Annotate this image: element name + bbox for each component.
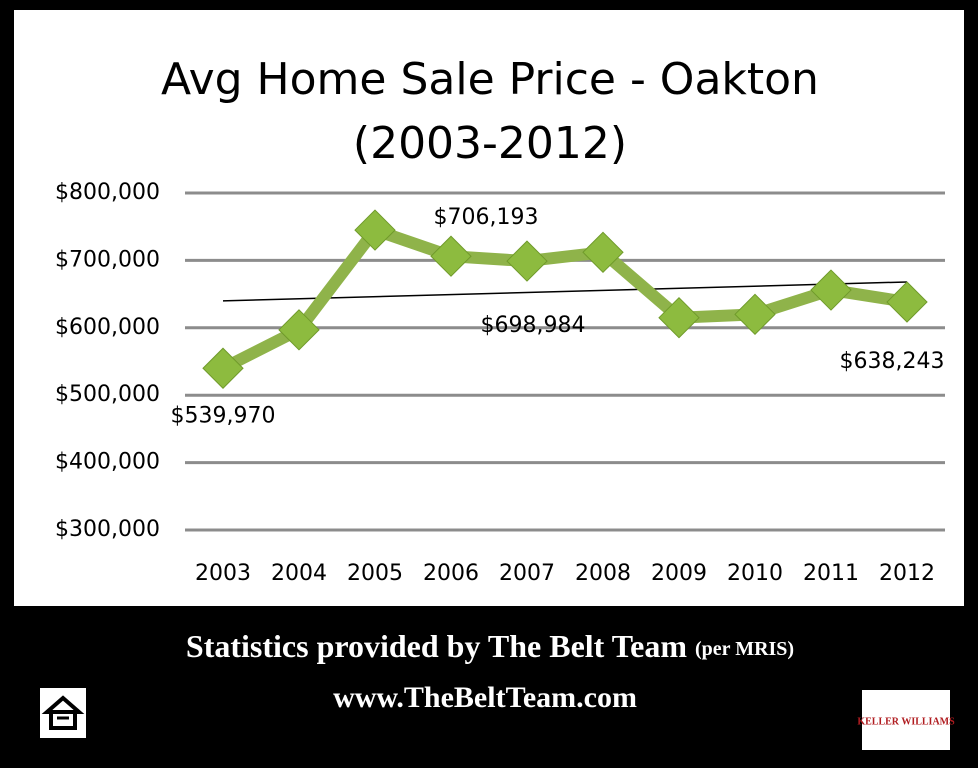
y-tick-label: $600,000 bbox=[55, 315, 160, 340]
value-label: $539,970 bbox=[171, 403, 276, 428]
marker bbox=[278, 309, 320, 351]
value-label: $638,243 bbox=[840, 349, 945, 374]
y-tick-label: $500,000 bbox=[55, 382, 160, 407]
kw-logo-text: KELLER WILLIAMS bbox=[857, 716, 955, 727]
x-tick-label: 2004 bbox=[271, 561, 327, 586]
data-line bbox=[220, 224, 908, 374]
x-tick-label: 2007 bbox=[499, 561, 555, 586]
x-tick-label: 2010 bbox=[727, 561, 783, 586]
marker bbox=[506, 240, 548, 282]
marker bbox=[354, 209, 396, 251]
chart-title: Avg Home Sale Price - Oakton bbox=[161, 54, 819, 105]
x-tick-label: 2005 bbox=[347, 561, 403, 586]
x-tick-label: 2011 bbox=[803, 561, 859, 586]
marker bbox=[734, 293, 776, 336]
marker bbox=[582, 231, 624, 274]
chart-subtitle: (2003-2012) bbox=[353, 118, 627, 169]
x-tick-label: 2009 bbox=[651, 561, 707, 586]
footer-note: (per MRIS) bbox=[695, 638, 794, 660]
trend-line bbox=[222, 281, 908, 302]
footer-line2: www.TheBeltTeam.com bbox=[333, 681, 637, 714]
marker bbox=[886, 281, 928, 323]
value-label: $706,193 bbox=[434, 205, 539, 230]
x-tick-label: 2003 bbox=[195, 561, 251, 586]
y-tick-label: $700,000 bbox=[55, 247, 160, 272]
marker bbox=[658, 296, 700, 339]
y-tick-label: $300,000 bbox=[55, 517, 160, 542]
marker bbox=[810, 269, 852, 311]
x-tick-label: 2006 bbox=[423, 561, 479, 586]
kw-logo bbox=[862, 690, 950, 750]
x-tick-label: 2008 bbox=[575, 561, 631, 586]
footer-line1: Statistics provided by The Belt Team (pe… bbox=[186, 628, 794, 664]
y-tick-label: $800,000 bbox=[55, 180, 160, 205]
marker bbox=[202, 347, 244, 389]
marker bbox=[430, 235, 472, 277]
x-tick-label: 2012 bbox=[879, 561, 935, 586]
value-label: $698,984 bbox=[481, 313, 586, 338]
footer-credit: Statistics provided by The Belt Team bbox=[186, 628, 687, 664]
y-tick-label: $400,000 bbox=[55, 450, 160, 475]
equal-housing-logo bbox=[40, 688, 86, 738]
chart-area bbox=[14, 10, 964, 606]
